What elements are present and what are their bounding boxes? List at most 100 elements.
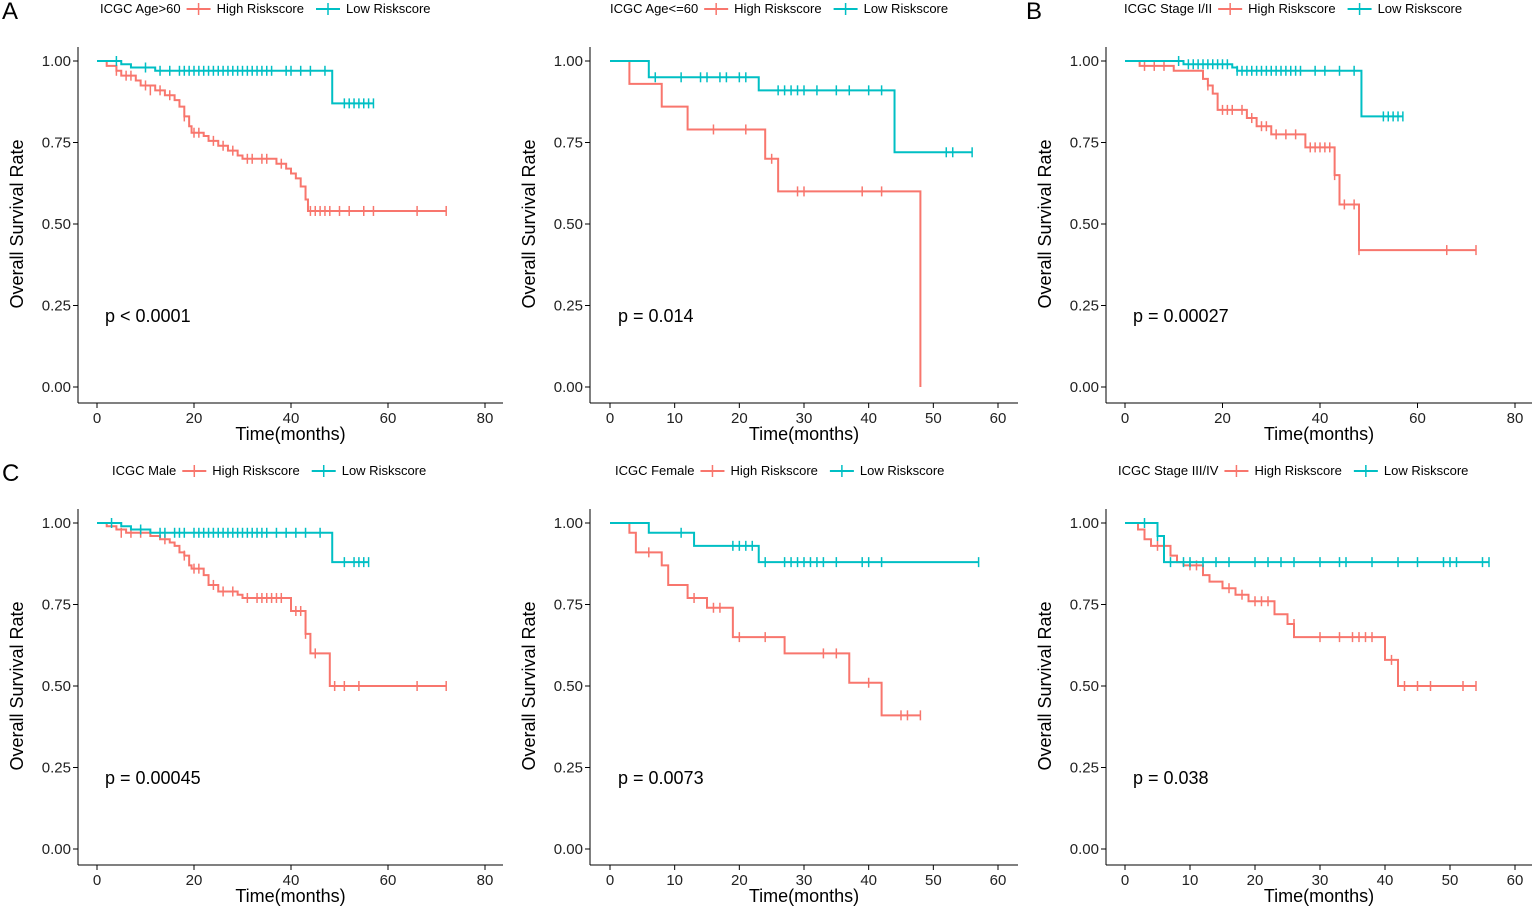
x-axis-title: Time(months) <box>235 424 345 444</box>
x-tick-label: 20 <box>1247 872 1264 889</box>
y-axis-title: Overall Survival Rate <box>519 601 539 770</box>
y-tick-label: 0.50 <box>554 216 583 233</box>
x-tick-label: 20 <box>186 872 203 889</box>
legend-title: ICGC Female <box>615 463 694 478</box>
x-tick-label: 50 <box>925 872 942 889</box>
y-tick-label: 0.75 <box>1070 135 1099 152</box>
legend-label: Low Riskscore <box>1378 1 1463 16</box>
legend-label: Low Riskscore <box>864 1 949 16</box>
y-tick-label: 0.00 <box>42 841 71 858</box>
km-curve-high-risk <box>97 522 447 687</box>
x-axis-title: Time(months) <box>235 886 345 906</box>
x-tick-label: 60 <box>990 872 1007 889</box>
legend-title: ICGC Stage III/IV <box>1118 463 1219 478</box>
legend-label: High Riskscore <box>217 1 304 16</box>
y-tick-label: 0.75 <box>42 597 71 614</box>
legend-title: ICGC Age>60 <box>100 1 181 16</box>
p-value: p = 0.0073 <box>618 768 704 788</box>
x-tick-label: 60 <box>1507 872 1524 889</box>
y-tick-label: 0.00 <box>42 379 71 396</box>
x-axis-title: Time(months) <box>749 886 859 906</box>
p-value: p < 0.0001 <box>105 306 191 326</box>
legend-label: High Riskscore <box>730 463 817 478</box>
x-tick-label: 40 <box>283 410 300 427</box>
y-tick-label: 0.00 <box>554 841 583 858</box>
x-tick-label: 60 <box>1409 410 1426 427</box>
y-axis-title: Overall Survival Rate <box>519 139 539 308</box>
y-tick-label: 0.00 <box>1070 379 1099 396</box>
legend-key-low <box>1347 3 1372 15</box>
x-tick-label: 60 <box>990 410 1007 427</box>
legend-key-low <box>1353 465 1378 477</box>
km-panel-2: ICGC Age<=60 High Riskscore Low Riskscore 0… <box>519 1 1018 444</box>
y-tick-label: 0.50 <box>42 678 71 695</box>
km-curve-high-risk <box>1125 522 1476 687</box>
x-tick-label: 40 <box>283 872 300 889</box>
legend-label: Low Riskscore <box>860 463 945 478</box>
y-tick-label: 0.00 <box>554 379 583 396</box>
km-curve-low-risk <box>1125 522 1489 564</box>
legend-label: Low Riskscore <box>1384 463 1469 478</box>
x-tick-label: 50 <box>1442 872 1459 889</box>
km-panel-3: B ICGC Stage I/II High Riskscore Low Risksc… <box>1026 0 1532 444</box>
km-panel-4: C ICGC Male High Riskscore Low Riskscore 0.0… <box>2 460 503 906</box>
legend-key-high <box>704 3 729 15</box>
y-tick-label: 0.25 <box>554 298 583 315</box>
y-axis-title: Overall Survival Rate <box>1035 601 1055 770</box>
y-tick-label: 0.25 <box>1070 760 1099 777</box>
p-value: p = 0.00027 <box>1133 306 1229 326</box>
legend: ICGC Stage I/II High Riskscore Low Risksco… <box>1124 1 1462 16</box>
x-tick-label: 0 <box>1121 410 1129 427</box>
legend-label: High Riskscore <box>734 1 821 16</box>
y-axis-title: Overall Survival Rate <box>7 601 27 770</box>
km-curve-high-risk <box>610 522 921 717</box>
x-tick-label: 20 <box>731 410 748 427</box>
y-axis-title: Overall Survival Rate <box>7 139 27 308</box>
y-tick-label: 0.25 <box>554 760 583 777</box>
x-axis-title: Time(months) <box>1264 424 1374 444</box>
legend-key-low <box>311 465 336 477</box>
y-tick-label: 0.50 <box>1070 678 1099 695</box>
legend-label: Low Riskscore <box>346 1 431 16</box>
legend: ICGC Female High Riskscore Low Riskscore <box>615 463 944 478</box>
p-value: p = 0.00045 <box>105 768 201 788</box>
x-tick-label: 20 <box>1214 410 1231 427</box>
km-panel-5: ICGC Female High Riskscore Low Riskscore 0.… <box>519 463 1018 906</box>
km-panel-1: A ICGC Age>60 High Riskscore Low Riskscore 0… <box>2 0 503 444</box>
legend-key-high <box>186 3 211 15</box>
x-tick-label: 40 <box>1312 410 1329 427</box>
y-tick-label: 0.25 <box>1070 298 1099 315</box>
km-curve-low-risk <box>610 522 979 564</box>
y-tick-label: 0.50 <box>1070 216 1099 233</box>
x-tick-label: 60 <box>380 872 397 889</box>
km-curve-low-risk <box>610 60 973 154</box>
panel-letter: C <box>2 460 19 487</box>
panel-letter: A <box>2 0 18 25</box>
x-tick-label: 0 <box>93 872 101 889</box>
km-curve-high-risk <box>1125 60 1476 252</box>
legend-key-high <box>700 465 725 477</box>
x-tick-label: 10 <box>666 872 683 889</box>
x-tick-label: 40 <box>860 410 877 427</box>
panel-letter: B <box>1026 0 1042 25</box>
y-tick-label: 0.25 <box>42 760 71 777</box>
y-tick-label: 0.75 <box>1070 597 1099 614</box>
x-tick-label: 80 <box>477 410 494 427</box>
km-curve-high-risk <box>610 60 922 387</box>
legend-label: High Riskscore <box>212 463 299 478</box>
legend-key-high <box>182 465 207 477</box>
y-tick-label: 0.50 <box>554 678 583 695</box>
y-tick-label: 1.00 <box>42 53 71 70</box>
y-tick-label: 1.00 <box>554 53 583 70</box>
y-tick-label: 0.25 <box>42 298 71 315</box>
x-tick-label: 10 <box>1182 872 1199 889</box>
x-tick-label: 0 <box>606 872 614 889</box>
legend-key-high <box>1218 3 1243 15</box>
x-tick-label: 30 <box>1312 872 1329 889</box>
km-curve-low-risk <box>97 522 369 564</box>
legend-title: ICGC Age<=60 <box>610 1 698 16</box>
y-axis-title: Overall Survival Rate <box>1035 139 1055 308</box>
legend-label: High Riskscore <box>1248 1 1335 16</box>
km-curve-low-risk <box>1125 60 1403 118</box>
